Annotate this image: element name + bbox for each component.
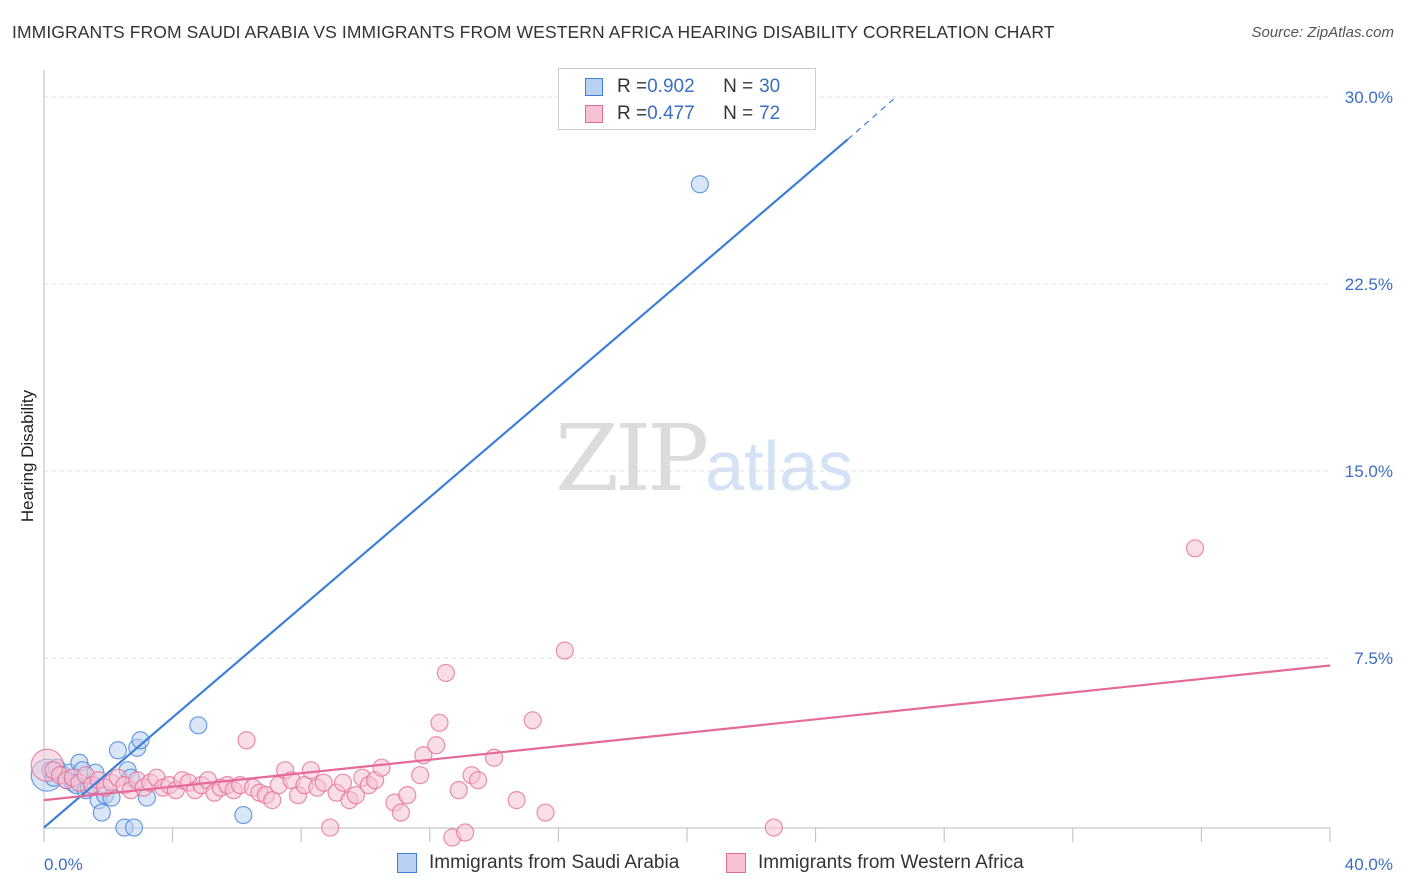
bottom-legend-saudi: Immigrants from Saudi Arabia [397,852,679,874]
wafrica-point [427,736,446,755]
wafrica-point [333,773,353,792]
data-points [30,175,1205,847]
legend-r-label: R = [617,76,648,97]
legend-r-value: 0.477 [647,103,695,124]
axes [43,70,1331,842]
y-tick-label: 30.0% [1345,88,1393,107]
legend-n-label: N = [723,103,754,124]
legend-r-label: R = [617,103,648,124]
watermark-zip: ZIP [555,405,709,512]
legend-n-value: 30 [759,76,781,97]
wafrica-point [237,731,256,750]
wafrica-point [411,766,430,785]
watermark: ZIPatlas [555,405,853,512]
saudi-point [234,805,253,825]
legend-swatch-wafrica [585,105,603,123]
wafrica-point [314,773,333,792]
x-tick-label: 40.0% [1345,855,1393,874]
wafrica-point [507,791,526,810]
watermark-atlas: atlas [705,427,854,505]
chart-title: IMMIGRANTS FROM SAUDI ARABIA VS IMMIGRAN… [12,22,1055,42]
saudi-point [690,175,709,194]
legend-row-saudi: R = 0.902 N = 30 [585,76,780,98]
y-axis-title: Hearing Disability [18,389,37,522]
tick-labels: 7.5% 15.0% 22.5% 30.0% 0.0% 40.0% [44,88,1393,874]
wafrica-point [536,803,555,822]
wafrica-point [468,771,488,790]
bottom-legend-swatch-wafrica [726,853,746,873]
y-tick-label: 7.5% [1354,649,1393,668]
legend-n-label: N = [723,76,754,97]
wafrica-point [263,791,282,810]
wafrica-point [398,786,417,805]
saudi-point [92,803,111,822]
bottom-legend-label-saudi: Immigrants from Saudi Arabia [429,852,680,873]
trend-lines [43,96,1331,829]
wafrica-point [346,786,365,805]
saudi-trend-line [43,138,849,829]
saudi-trend-extension [847,96,897,140]
wafrica-point [430,713,449,732]
saudi-point [108,741,128,760]
y-tick-label: 15.0% [1345,462,1393,481]
wafrica-point [301,761,320,780]
wafrica-point [456,823,475,842]
grid-lines [44,96,1330,659]
wafrica-point [764,818,783,837]
wafrica-point [1185,539,1205,558]
wafrica-point [391,803,410,822]
y-tick-label: 22.5% [1345,275,1393,294]
bottom-legend-wafrica: Immigrants from Western Africa [726,852,1024,874]
wafrica-trend-line [43,664,1331,802]
saudi-point [124,818,144,837]
x-tick-label: 0.0% [44,855,83,874]
wafrica-point [555,641,574,660]
source-note: Source: ZipAtlas.com [1251,24,1394,41]
bottom-legend-swatch-saudi [397,853,417,873]
bottom-legend-label-wafrica: Immigrants from Western Africa [758,852,1024,873]
saudi-point [131,731,150,750]
saudi-point [189,716,208,735]
wafrica-point [523,711,542,730]
legend-r-value: 0.902 [647,76,695,97]
wafrica-point [321,818,340,837]
wafrica-point [436,663,455,683]
wafrica-point [449,781,468,800]
legend-row-wafrica: R = 0.477 N = 72 [585,103,780,125]
correlation-legend: R = 0.902 N = 30 R = 0.477 N = 72 [558,68,816,130]
legend-swatch-saudi [585,78,603,96]
legend-n-value: 72 [759,103,781,124]
wafrica-point [372,758,391,777]
